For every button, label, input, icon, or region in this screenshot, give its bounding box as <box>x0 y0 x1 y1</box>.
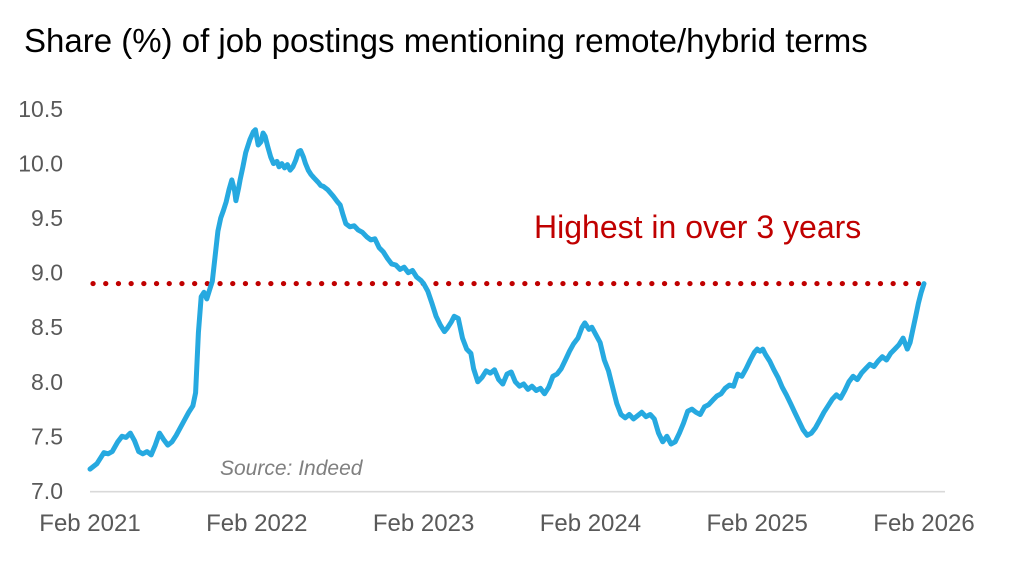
x-axis-tick-label: Feb 2023 <box>373 510 474 537</box>
y-axis-tick-label: 8.0 <box>31 369 63 395</box>
annotation-highest: Highest in over 3 years <box>534 209 862 245</box>
y-axis-tick-label: 7.5 <box>31 423 63 449</box>
x-axis-tick-label: Feb 2024 <box>540 510 641 537</box>
x-axis-tick-label: Feb 2025 <box>706 510 807 537</box>
y-axis-tick-label: 8.5 <box>31 314 63 340</box>
source-note: Source: Indeed <box>220 457 363 480</box>
y-axis-tick-label: 7.0 <box>31 478 63 504</box>
chart-title: Share (%) of job postings mentioning rem… <box>24 22 868 59</box>
y-axis-tick-label: 10.0 <box>18 151 63 177</box>
x-axis-tick-label: Feb 2022 <box>206 510 307 537</box>
y-axis-tick-label: 10.5 <box>18 96 63 122</box>
series-line <box>87 127 927 472</box>
y-axis-tick-label: 9.5 <box>31 205 63 231</box>
x-axis-tick-label: Feb 2021 <box>39 510 140 537</box>
x-axis-tick-label: Feb 2026 <box>873 510 974 537</box>
y-axis-tick-label: 9.0 <box>31 260 63 286</box>
